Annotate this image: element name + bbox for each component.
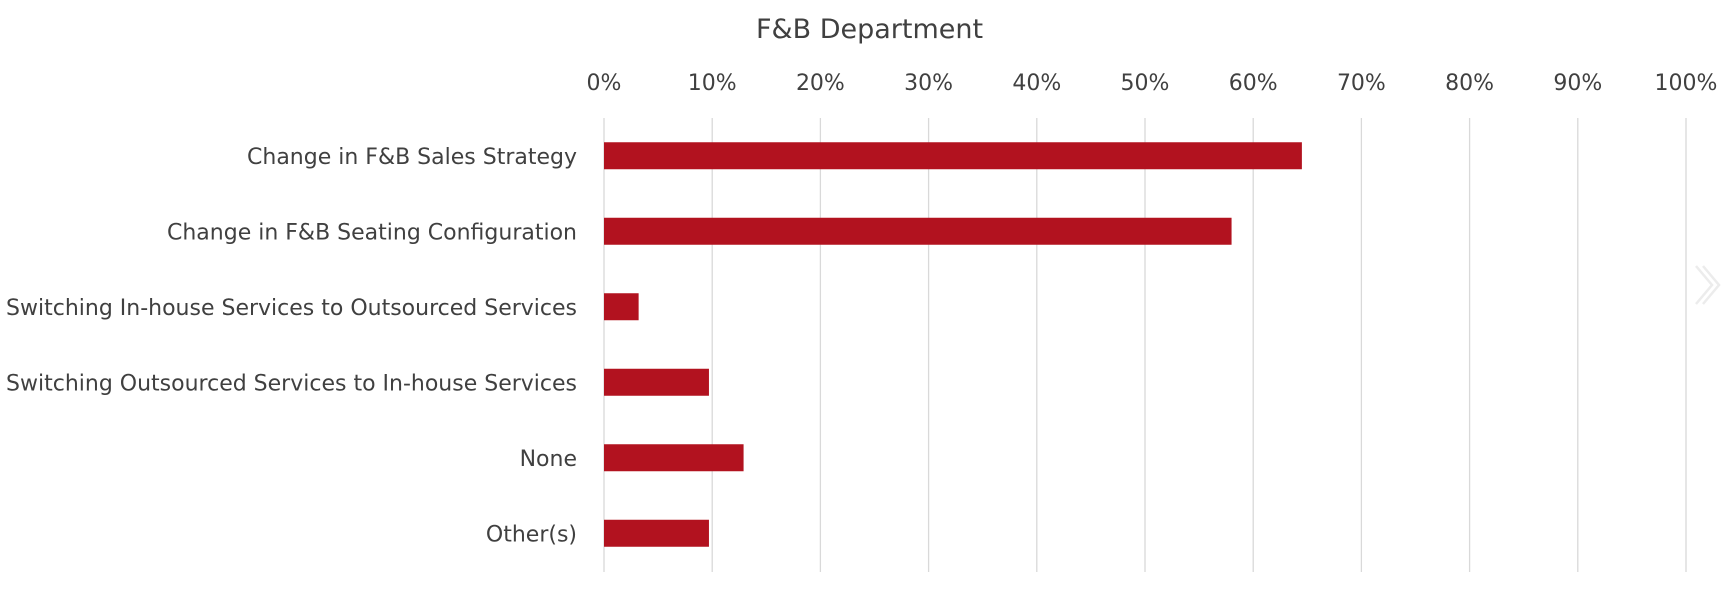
bar <box>604 142 1302 170</box>
bar <box>604 444 744 472</box>
bar <box>604 217 1232 245</box>
x-tick-label: 20% <box>796 71 845 96</box>
x-tick-label: 0% <box>587 71 622 96</box>
category-label: Switching Outsourced Services to In-hous… <box>6 371 577 396</box>
x-tick-label: 50% <box>1121 71 1170 96</box>
x-tick-label: 100% <box>1655 71 1718 96</box>
category-label: None <box>520 447 577 472</box>
bar <box>604 368 709 396</box>
x-tick-label: 80% <box>1445 71 1494 96</box>
bar <box>604 293 639 321</box>
category-label: Change in F&B Sales Strategy <box>247 145 577 170</box>
category-label: Other(s) <box>486 522 577 547</box>
chart-title: F&B Department <box>756 14 984 45</box>
x-tick-label: 30% <box>904 71 953 96</box>
x-tick-label: 40% <box>1012 71 1061 96</box>
x-tick-label: 70% <box>1337 71 1386 96</box>
category-label: Switching In-house Services to Outsource… <box>6 296 577 321</box>
x-tick-label: 10% <box>688 71 737 96</box>
x-tick-label: 90% <box>1553 71 1602 96</box>
next-slide-chevron-icon[interactable] <box>1692 262 1722 308</box>
bar <box>604 519 709 547</box>
category-label: Change in F&B Seating Configuration <box>167 220 577 245</box>
x-tick-label: 60% <box>1229 71 1278 96</box>
